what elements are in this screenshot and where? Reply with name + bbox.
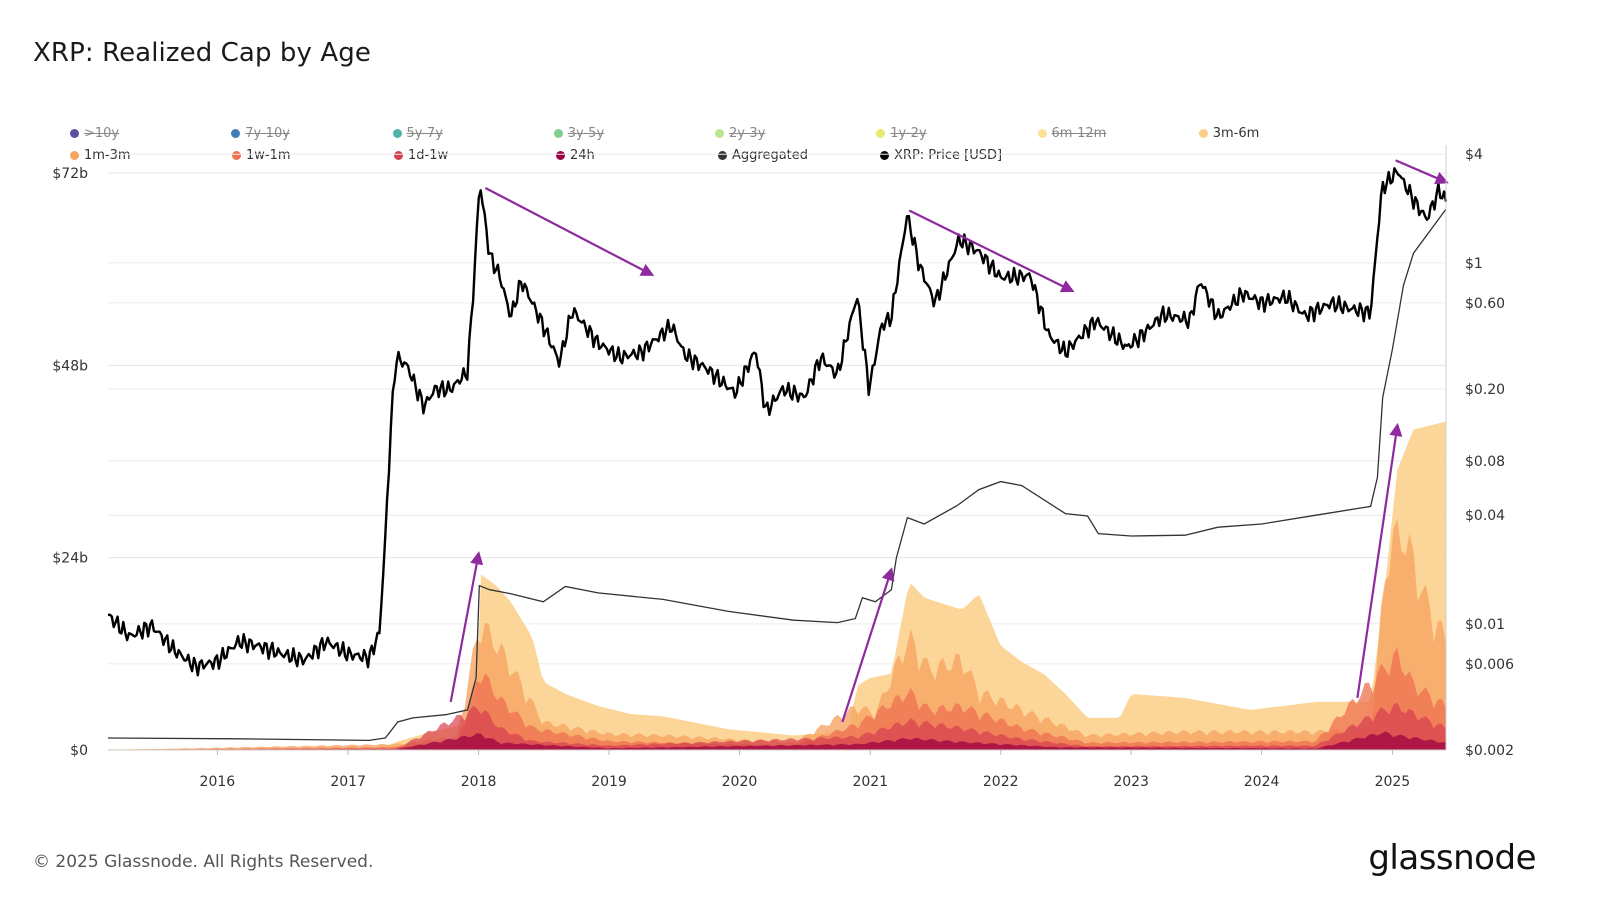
legend-label: Aggregated xyxy=(732,147,809,163)
y-right-tick-label: $0.006 xyxy=(1465,657,1514,673)
legend-label: XRP: Price [USD] xyxy=(894,147,1003,163)
axes: $0 $24b $48b $72b $0.002 $0.006 $0.01 $0.04 $0.0… xyxy=(52,145,1514,790)
trend-arrow-down xyxy=(484,187,655,276)
legend-label: 5y-7y xyxy=(406,125,443,141)
copyright-footer: © 2025 Glassnode. All Rights Reserved. xyxy=(33,852,374,872)
area-3m-6m xyxy=(108,421,1446,750)
legend-row-1: >10y 7y-10y 5y-7y 3y-5y 2y-3y 1y-2y 6m-12m 3m-6… xyxy=(70,122,1360,144)
legend-label: 3m-6m xyxy=(1212,125,1260,141)
y-right-tick-label: $0.01 xyxy=(1465,617,1505,633)
legend-label: 3y-5y xyxy=(567,125,605,141)
legend-swatch xyxy=(70,128,79,138)
legend-item-5y-7y[interactable]: 5y-7y xyxy=(392,122,554,144)
annotation-arrows xyxy=(449,159,1449,723)
legend-label: 7y-10y xyxy=(245,125,290,141)
legend-swatch xyxy=(1198,128,1208,138)
trend-arrow-up xyxy=(1356,422,1403,699)
y-right-tick-label: $0.20 xyxy=(1465,382,1505,398)
legend-swatch xyxy=(876,128,886,138)
area-24h xyxy=(108,731,1446,750)
line-layers xyxy=(107,167,1448,742)
legend-item-aggregated[interactable]: Aggregated xyxy=(718,144,880,166)
legend-item-2y-3y[interactable]: 2y-3y xyxy=(715,122,876,144)
legend-item-1d-1w[interactable]: 1d-1w xyxy=(394,144,556,166)
legend-swatch xyxy=(70,150,79,160)
x-tick-label: 2025 xyxy=(1375,774,1411,790)
legend-swatch xyxy=(715,128,724,138)
legend-swatch xyxy=(232,150,241,160)
x-tick-label: 2021 xyxy=(852,774,888,790)
legend-swatch xyxy=(392,128,402,138)
legend-swatch xyxy=(556,150,565,160)
area-1d-1w xyxy=(108,702,1446,750)
legend-item-7y-10y[interactable]: 7y-10y xyxy=(231,122,392,144)
y-left-tick-label: $72b xyxy=(52,166,88,182)
y-right-tick-label: $4 xyxy=(1465,147,1483,163)
legend-item-24h[interactable]: 24h xyxy=(556,144,718,166)
grid-lines xyxy=(108,153,1446,751)
legend-swatch xyxy=(394,150,403,160)
legend-swatch xyxy=(880,150,889,160)
legend-label: 6m-12m xyxy=(1051,125,1107,141)
x-tick-label: 2018 xyxy=(461,774,497,790)
legend-item-1y-2y[interactable]: 1y-2y xyxy=(876,122,1037,144)
legend-swatch xyxy=(1037,128,1047,138)
y-right-tick-label: $0.08 xyxy=(1465,454,1505,470)
legend-label: 1y-2y xyxy=(890,125,927,141)
chart-title: XRP: Realized Cap by Age xyxy=(33,38,371,68)
legend-item-6m-12m[interactable]: 6m-12m xyxy=(1037,122,1199,144)
y-right-tick-label: $1 xyxy=(1465,256,1483,272)
legend-label: >10y xyxy=(84,125,120,141)
x-tick-label: 2022 xyxy=(983,774,1019,790)
legend-swatch xyxy=(553,128,563,138)
x-tick-label: 2019 xyxy=(591,774,627,790)
legend-item-xrp-price-usd[interactable]: XRP: Price [USD] xyxy=(880,144,1042,166)
chart-legend: >10y 7y-10y 5y-7y 3y-5y 2y-3y 1y-2y 6m-12m 3m-6… xyxy=(70,122,1360,166)
y-left-tick-label: $48b xyxy=(52,358,88,374)
y-right-tick-label: $0.60 xyxy=(1465,296,1505,312)
x-tick-label: 2017 xyxy=(330,774,366,790)
brand-logo: glassnode xyxy=(1368,838,1536,878)
line-aggregated xyxy=(107,208,1447,742)
legend-item-3m-6m[interactable]: 3m-6m xyxy=(1198,122,1360,144)
x-tick-label: 2020 xyxy=(722,774,758,790)
y-left-tick-label: $0 xyxy=(70,743,88,759)
y-right-tick-label: $0.04 xyxy=(1465,508,1505,524)
x-tick-label: 2024 xyxy=(1244,774,1280,790)
legend-swatch xyxy=(718,150,727,160)
trend-arrow-down xyxy=(908,209,1075,293)
legend-item-1m-3m[interactable]: 1m-3m xyxy=(70,144,232,166)
legend-label: 1w-1m xyxy=(246,147,291,163)
trend-arrow-up xyxy=(841,567,895,723)
legend-item-1w-1m[interactable]: 1w-1m xyxy=(232,144,394,166)
legend-label: 24h xyxy=(570,147,595,163)
y-left-tick-label: $24b xyxy=(52,551,88,567)
trend-arrow-up xyxy=(449,551,484,703)
legend-item-3y-5y[interactable]: 3y-5y xyxy=(553,122,715,144)
legend-swatch xyxy=(231,128,241,138)
y-right-tick-label: $0.002 xyxy=(1465,743,1514,759)
legend-label: 1d-1w xyxy=(408,147,449,163)
legend-row-2: 1m-3m 1w-1m 1d-1w 24h Aggregated XRP: Price [… xyxy=(70,144,1360,166)
line-xrp-price xyxy=(107,167,1448,677)
legend-label: 2y-3y xyxy=(729,125,766,141)
legend-label: 1m-3m xyxy=(84,147,131,163)
x-tick-label: 2016 xyxy=(200,774,236,790)
area-layers xyxy=(108,421,1446,750)
x-tick-label: 2023 xyxy=(1113,774,1149,790)
legend-item-10y[interactable]: >10y xyxy=(70,122,231,144)
trend-arrow-down xyxy=(1395,159,1449,185)
